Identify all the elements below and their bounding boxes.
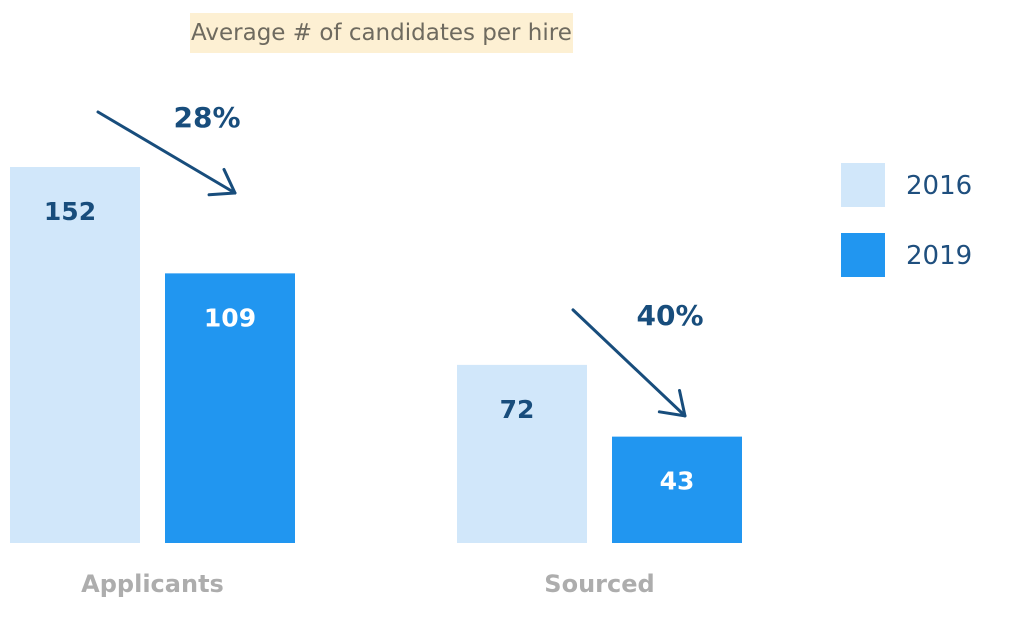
category-label-applicants: Applicants xyxy=(81,570,224,598)
bar-applicants-2019 xyxy=(165,273,295,543)
legend: 2016 2019 xyxy=(841,163,972,277)
trend-arrow-sourced xyxy=(571,308,687,418)
bar-sourced-2016 xyxy=(457,364,587,543)
value-label-applicants-2016: 152 xyxy=(44,197,96,226)
bars-group xyxy=(10,167,742,543)
value-label-sourced-2016: 72 xyxy=(500,395,535,424)
percent-change-sourced: 40% xyxy=(636,299,703,332)
bar-sourced-2019 xyxy=(612,436,742,543)
legend-label-2016: 2016 xyxy=(906,171,972,201)
arrow-head-icon xyxy=(207,167,237,197)
arrow-head-icon xyxy=(657,388,687,418)
value-label-applicants-2019: 109 xyxy=(204,303,256,332)
value-labels-group: 152 109 72 43 xyxy=(44,197,694,496)
chart-title: Average # of candidates per hire xyxy=(190,13,573,53)
category-labels-group: Applicants Sourced xyxy=(81,570,655,598)
bar-applicants-2016 xyxy=(10,167,140,543)
trend-arrow-applicants xyxy=(96,110,237,195)
percent-change-applicants: 28% xyxy=(173,101,240,134)
category-label-sourced: Sourced xyxy=(544,570,654,598)
legend-swatch-2016 xyxy=(841,163,885,207)
value-label-sourced-2019: 43 xyxy=(660,467,695,496)
annotations-group: 28% 40% xyxy=(96,101,704,418)
legend-label-2019: 2019 xyxy=(906,241,972,271)
legend-swatch-2019 xyxy=(841,233,885,277)
